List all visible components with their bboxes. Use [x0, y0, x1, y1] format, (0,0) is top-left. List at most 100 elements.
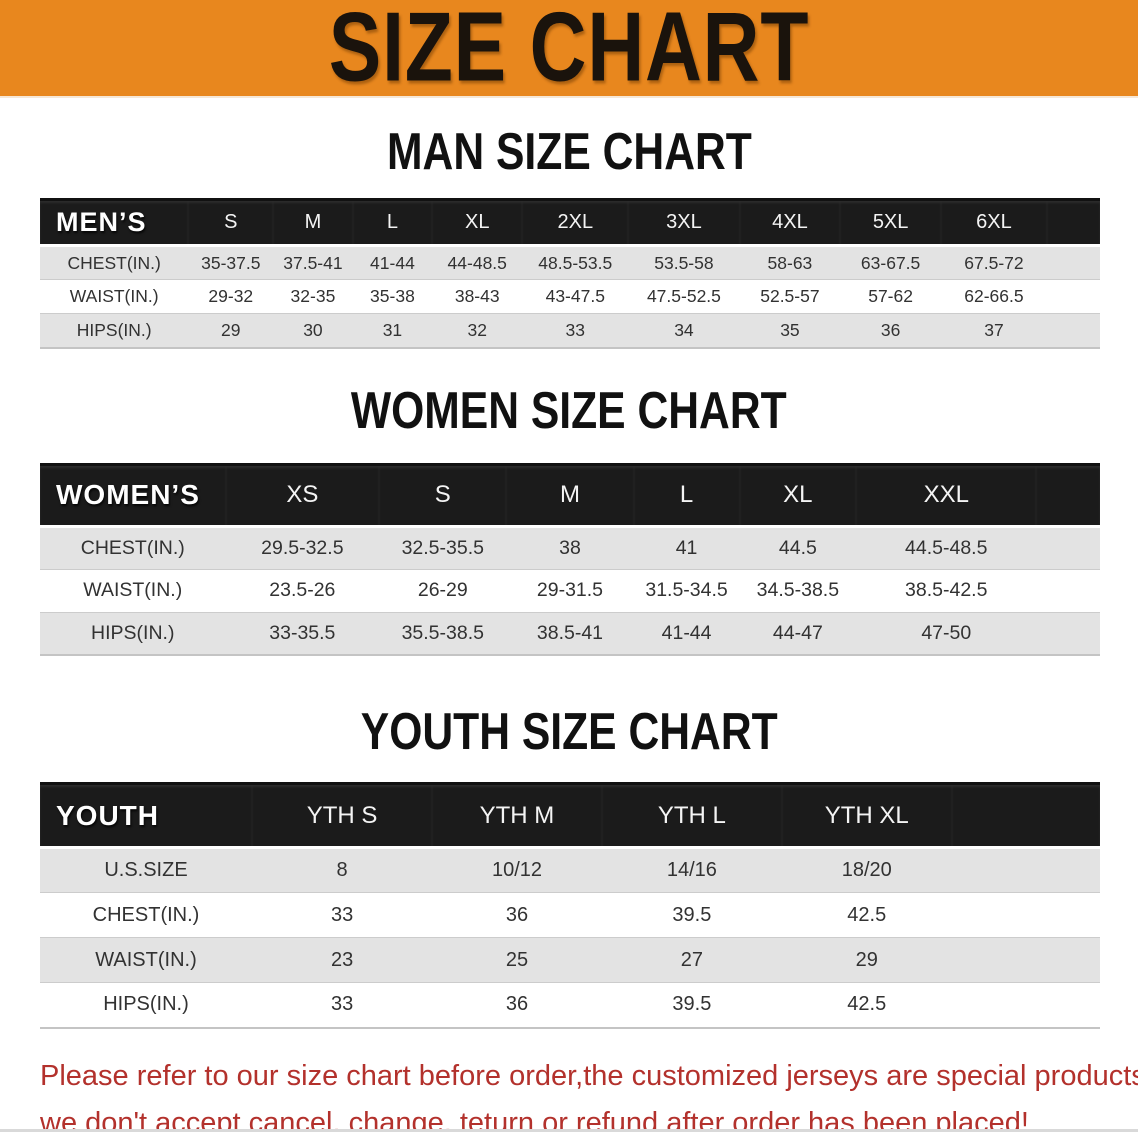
measurement-value: 62-66.5	[940, 279, 1047, 314]
mens-table-header-row: MEN’S S M L XL 2XL 3XL 4XL 5XL 6XL	[40, 198, 1100, 247]
disclaimer-note: Please refer to our size chart before or…	[40, 1053, 1138, 1132]
measurement-value: 35-38	[352, 279, 433, 314]
measurement-row: CHEST(IN.) 35-37.5 37.5-41 41-44 44-48.5 48.5…	[40, 245, 1100, 280]
measurement-value: 29-32	[188, 279, 274, 314]
measurement-value: 36	[432, 982, 602, 1029]
size-column-header: XL	[432, 198, 523, 247]
size-column-header: YTH XL	[781, 782, 952, 849]
women-section-heading-text: WOMEN SIZE CHART	[351, 381, 787, 440]
measurement-value: 25	[432, 937, 602, 983]
measurement-value: 47-50	[856, 612, 1037, 656]
measurement-label: CHEST(IN.)	[40, 892, 252, 938]
measurement-value: 23.5-26	[225, 569, 380, 613]
size-column-header: 2XL	[522, 198, 629, 247]
measurement-value: 33	[522, 313, 629, 349]
measurement-label: WAIST(IN.)	[40, 937, 252, 983]
measurement-value: 18/20	[781, 847, 952, 893]
measurement-value: 34.5-38.5	[739, 569, 857, 613]
measurement-value: 33	[252, 892, 433, 938]
measurement-value: 37	[940, 313, 1047, 349]
measurement-value: 39.5	[601, 892, 782, 938]
man-section-heading-text: MAN SIZE CHART	[386, 123, 752, 181]
measurement-value: 10/12	[432, 847, 602, 893]
measurement-value: 41-44	[633, 612, 740, 656]
measurement-value: 8	[252, 847, 433, 893]
measurement-row: HIPS(IN.) 33-35.5 35.5-38.5 38.5-41 41-44 44-…	[40, 612, 1100, 656]
measurement-value: 38.5-42.5	[856, 569, 1037, 613]
measurement-value: 35	[739, 313, 841, 349]
youth-table-header-row: YOUTH YTH S YTH M YTH L YTH XL	[40, 782, 1100, 849]
bottom-edge-rule	[0, 1129, 1138, 1132]
measurement-value: 42.5	[781, 892, 952, 938]
measurement-value: 35-37.5	[188, 245, 274, 280]
youth-size-table: YOUTH YTH S YTH M YTH L YTH XL U.S.SIZE 8 10/…	[40, 782, 1100, 1029]
size-column-header: 3XL	[628, 198, 740, 247]
youth-section-heading: YOUTH SIZE CHART	[0, 706, 1138, 758]
measurement-row: WAIST(IN.) 23.5-26 26-29 29-31.5 31.5-34.5 34…	[40, 569, 1100, 613]
measurement-value: 57-62	[840, 279, 941, 314]
mens-table-title: MEN’S	[40, 198, 189, 247]
measurement-value: 29.5-32.5	[225, 526, 380, 570]
measurement-value: 38-43	[432, 279, 523, 314]
size-column-header: XXL	[856, 462, 1037, 528]
measurement-value: 27	[601, 937, 782, 983]
empty-cell	[1036, 612, 1100, 656]
women-section-heading: WOMEN SIZE CHART	[0, 385, 1138, 437]
measurement-value: 47.5-52.5	[628, 279, 740, 314]
youth-table-title: YOUTH	[40, 782, 252, 849]
measurement-label: U.S.SIZE	[40, 847, 252, 893]
measurement-value: 31	[352, 313, 433, 349]
measurement-value: 36	[432, 892, 602, 938]
measurement-label: WAIST(IN.)	[40, 279, 189, 314]
measurement-row: CHEST(IN.) 33 36 39.5 42.5	[40, 892, 1100, 938]
empty-cell	[951, 892, 1100, 938]
measurement-value: 33	[252, 982, 433, 1029]
banner-title: SIZE CHART	[328, 0, 810, 103]
measurement-row: HIPS(IN.) 33 36 39.5 42.5	[40, 982, 1100, 1029]
empty-cell	[1046, 279, 1100, 314]
measurement-value: 30	[273, 313, 353, 349]
size-column-header: 6XL	[940, 198, 1047, 247]
measurement-row: WAIST(IN.) 23 25 27 29	[40, 937, 1100, 983]
measurement-value: 29-31.5	[506, 569, 634, 613]
empty-cell	[1046, 245, 1100, 280]
measurement-label: HIPS(IN.)	[40, 313, 189, 349]
measurement-value: 29	[188, 313, 274, 349]
measurement-value: 63-67.5	[840, 245, 941, 280]
size-column-header: M	[506, 462, 634, 528]
womens-table-title: WOMEN’S	[40, 462, 226, 528]
measurement-value: 44-48.5	[432, 245, 523, 280]
measurement-value: 48.5-53.5	[522, 245, 629, 280]
size-column-header: M	[273, 198, 353, 247]
size-column-header: S	[379, 462, 507, 528]
measurement-value: 44-47	[739, 612, 857, 656]
measurement-value: 41-44	[352, 245, 433, 280]
measurement-value: 52.5-57	[739, 279, 841, 314]
women-size-section: WOMEN SIZE CHART WOMEN’S XS S M L XL XXL CHES…	[0, 385, 1138, 656]
measurement-value: 58-63	[739, 245, 841, 280]
measurement-value: 41	[633, 526, 740, 570]
size-column-header: L	[352, 198, 433, 247]
size-column-header: YTH S	[252, 782, 433, 849]
empty-header-cell	[951, 782, 1100, 849]
youth-size-section: YOUTH SIZE CHART YOUTH YTH S YTH M YTH L YT…	[0, 706, 1138, 1029]
measurement-row: WAIST(IN.) 29-32 32-35 35-38 38-43 43-47.5 47.…	[40, 279, 1100, 314]
measurement-value: 38	[506, 526, 634, 570]
empty-header-cell	[1046, 198, 1100, 247]
measurement-value: 32	[432, 313, 523, 349]
disclaimer-line-1: Please refer to our size chart before or…	[40, 1059, 1138, 1092]
measurement-value: 44.5-48.5	[856, 526, 1037, 570]
size-column-header: 5XL	[840, 198, 941, 247]
measurement-value: 14/16	[601, 847, 782, 893]
measurement-label: WAIST(IN.)	[40, 569, 226, 613]
measurement-label: HIPS(IN.)	[40, 982, 252, 1029]
measurement-value: 26-29	[379, 569, 507, 613]
measurement-value: 31.5-34.5	[633, 569, 740, 613]
size-chart-banner: SIZE CHART	[0, 0, 1138, 98]
empty-cell	[951, 847, 1100, 893]
measurement-label: CHEST(IN.)	[40, 526, 226, 570]
womens-size-table: WOMEN’S XS S M L XL XXL CHEST(IN.) 29.5-32.5 32…	[40, 462, 1100, 656]
measurement-value: 42.5	[781, 982, 952, 1029]
measurement-value: 34	[628, 313, 740, 349]
empty-cell	[951, 982, 1100, 1029]
